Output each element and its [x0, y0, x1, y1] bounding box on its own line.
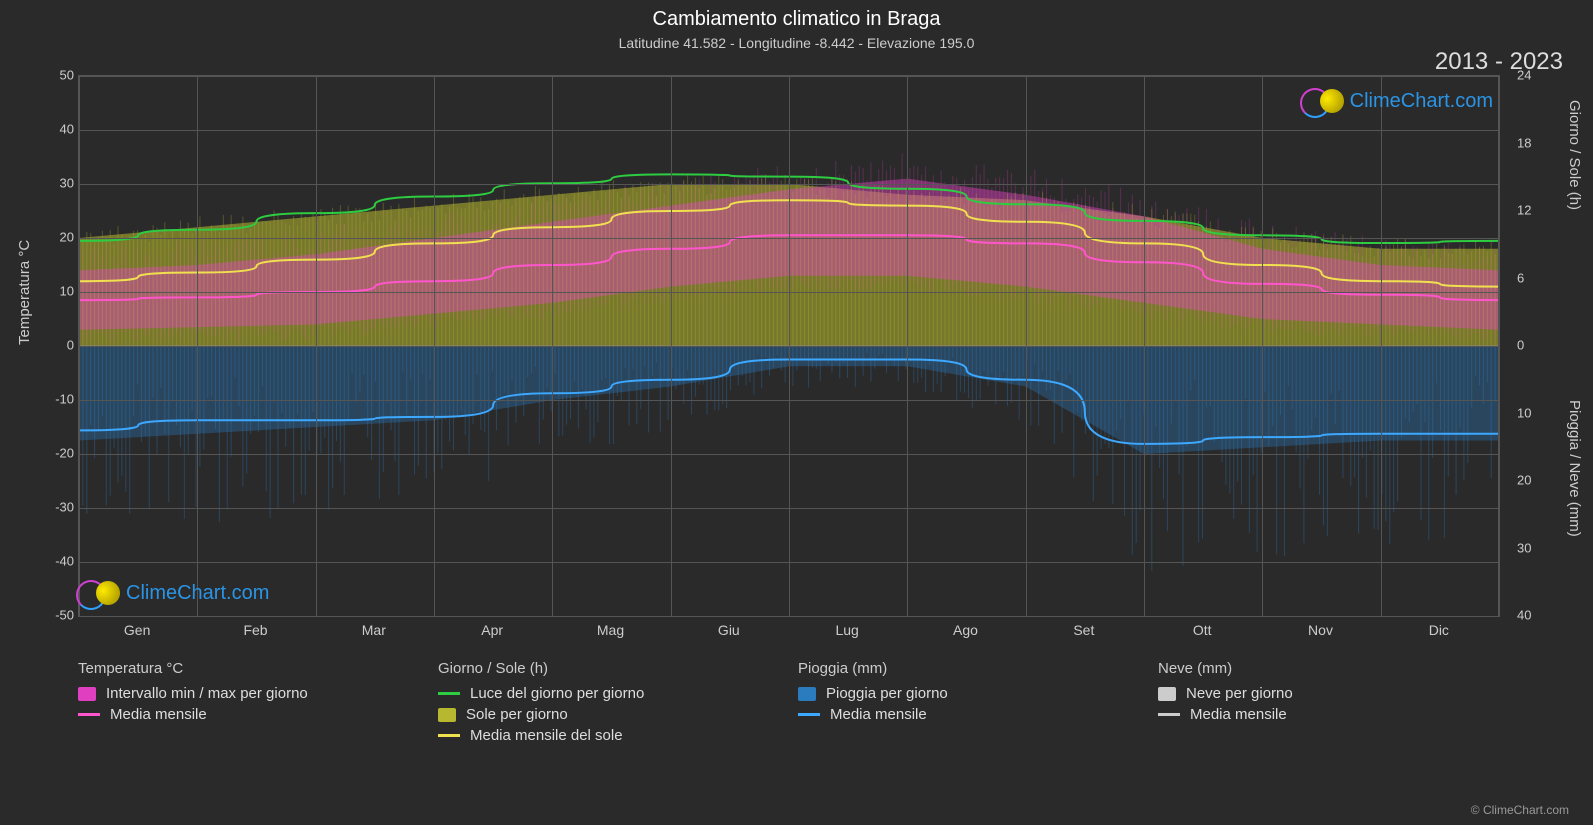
legend-label: Media mensile del sole — [470, 727, 623, 744]
month-label: Apr — [481, 622, 503, 638]
legend-item: Media mensile — [1158, 706, 1498, 723]
ytick-left: 30 — [40, 176, 74, 191]
month-label: Gen — [124, 622, 150, 638]
month-label: Ago — [953, 622, 978, 638]
legend-swatch — [78, 687, 96, 701]
month-label: Mag — [597, 622, 624, 638]
legend-swatch — [1158, 687, 1176, 701]
ytick-left: -50 — [40, 608, 74, 623]
ytick-right-bot: 40 — [1517, 608, 1547, 623]
legend-swatch — [438, 692, 460, 695]
legend-item: Luce del giorno per giorno — [438, 685, 778, 702]
legend-label: Media mensile — [830, 706, 927, 723]
legend-swatch — [1158, 713, 1180, 716]
brand-text: ClimeChart.com — [1350, 90, 1493, 113]
chart-title: Cambiamento climatico in Braga — [0, 0, 1593, 31]
legend-label: Pioggia per giorno — [826, 685, 948, 702]
ytick-left: 50 — [40, 68, 74, 83]
legend-col-snow: Neve (mm) Neve per giorno Media mensile — [1158, 660, 1498, 748]
legend-label: Neve per giorno — [1186, 685, 1293, 702]
legend-item: Media mensile — [798, 706, 1138, 723]
legend-label: Media mensile — [110, 706, 207, 723]
legend-label: Sole per giorno — [466, 706, 568, 723]
chart-subtitle: Latitudine 41.582 - Longitudine -8.442 -… — [0, 35, 1593, 51]
ytick-left: -20 — [40, 446, 74, 461]
climechart-logo-bottom: ClimeChart.com — [90, 580, 269, 606]
ytick-left: 0 — [40, 338, 74, 353]
legend-header: Giorno / Sole (h) — [438, 660, 778, 677]
ytick-left: -30 — [40, 500, 74, 515]
ytick-right-top: 24 — [1517, 68, 1547, 83]
legend-col-temp: Temperatura °C Intervallo min / max per … — [78, 660, 418, 748]
brand-text: ClimeChart.com — [126, 582, 269, 605]
legend-header: Neve (mm) — [1158, 660, 1498, 677]
legend-swatch — [78, 713, 100, 716]
right-axis-bottom-label: Pioggia / Neve (mm) — [1566, 400, 1583, 537]
legend-col-daysun: Giorno / Sole (h) Luce del giorno per gi… — [438, 660, 778, 748]
legend-label: Luce del giorno per giorno — [470, 685, 644, 702]
copyright: © ClimeChart.com — [1471, 803, 1569, 817]
ytick-right-bot: 30 — [1517, 540, 1547, 555]
ytick-right-top: 6 — [1517, 270, 1547, 285]
climechart-logo-top: ClimeChart.com — [1314, 88, 1493, 114]
ytick-right-top: 18 — [1517, 135, 1547, 150]
legend-item: Neve per giorno — [1158, 685, 1498, 702]
month-label: Nov — [1308, 622, 1333, 638]
legend-swatch — [438, 734, 460, 737]
right-axis-top-label: Giorno / Sole (h) — [1566, 100, 1583, 210]
month-label: Mar — [362, 622, 386, 638]
legend: Temperatura °C Intervallo min / max per … — [78, 660, 1498, 748]
ytick-left: -10 — [40, 392, 74, 407]
ytick-left: 20 — [40, 230, 74, 245]
month-label: Lug — [835, 622, 858, 638]
plot-area — [78, 75, 1500, 617]
legend-item: Sole per giorno — [438, 706, 778, 723]
legend-swatch — [798, 713, 820, 716]
legend-col-rain: Pioggia (mm) Pioggia per giorno Media men… — [798, 660, 1138, 748]
month-label: Feb — [243, 622, 267, 638]
legend-item: Media mensile — [78, 706, 418, 723]
legend-swatch — [798, 687, 816, 701]
month-label: Dic — [1429, 622, 1449, 638]
legend-item: Pioggia per giorno — [798, 685, 1138, 702]
left-axis-label: Temperatura °C — [16, 240, 33, 345]
ytick-right-bot: 20 — [1517, 473, 1547, 488]
legend-header: Temperatura °C — [78, 660, 418, 677]
ytick-right-top: 12 — [1517, 203, 1547, 218]
ytick-left: 10 — [40, 284, 74, 299]
ytick-left: -40 — [40, 554, 74, 569]
chart-container: { "title":"Cambiamento climatico in Brag… — [0, 0, 1593, 825]
ytick-right-top: 0 — [1517, 338, 1547, 353]
legend-swatch — [438, 708, 456, 722]
legend-item: Intervallo min / max per giorno — [78, 685, 418, 702]
ytick-right-bot: 10 — [1517, 405, 1547, 420]
month-label: Giu — [718, 622, 740, 638]
legend-header: Pioggia (mm) — [798, 660, 1138, 677]
legend-label: Intervallo min / max per giorno — [106, 685, 308, 702]
month-label: Set — [1073, 622, 1094, 638]
month-label: Ott — [1193, 622, 1212, 638]
ytick-left: 40 — [40, 122, 74, 137]
legend-label: Media mensile — [1190, 706, 1287, 723]
legend-item: Media mensile del sole — [438, 727, 778, 744]
